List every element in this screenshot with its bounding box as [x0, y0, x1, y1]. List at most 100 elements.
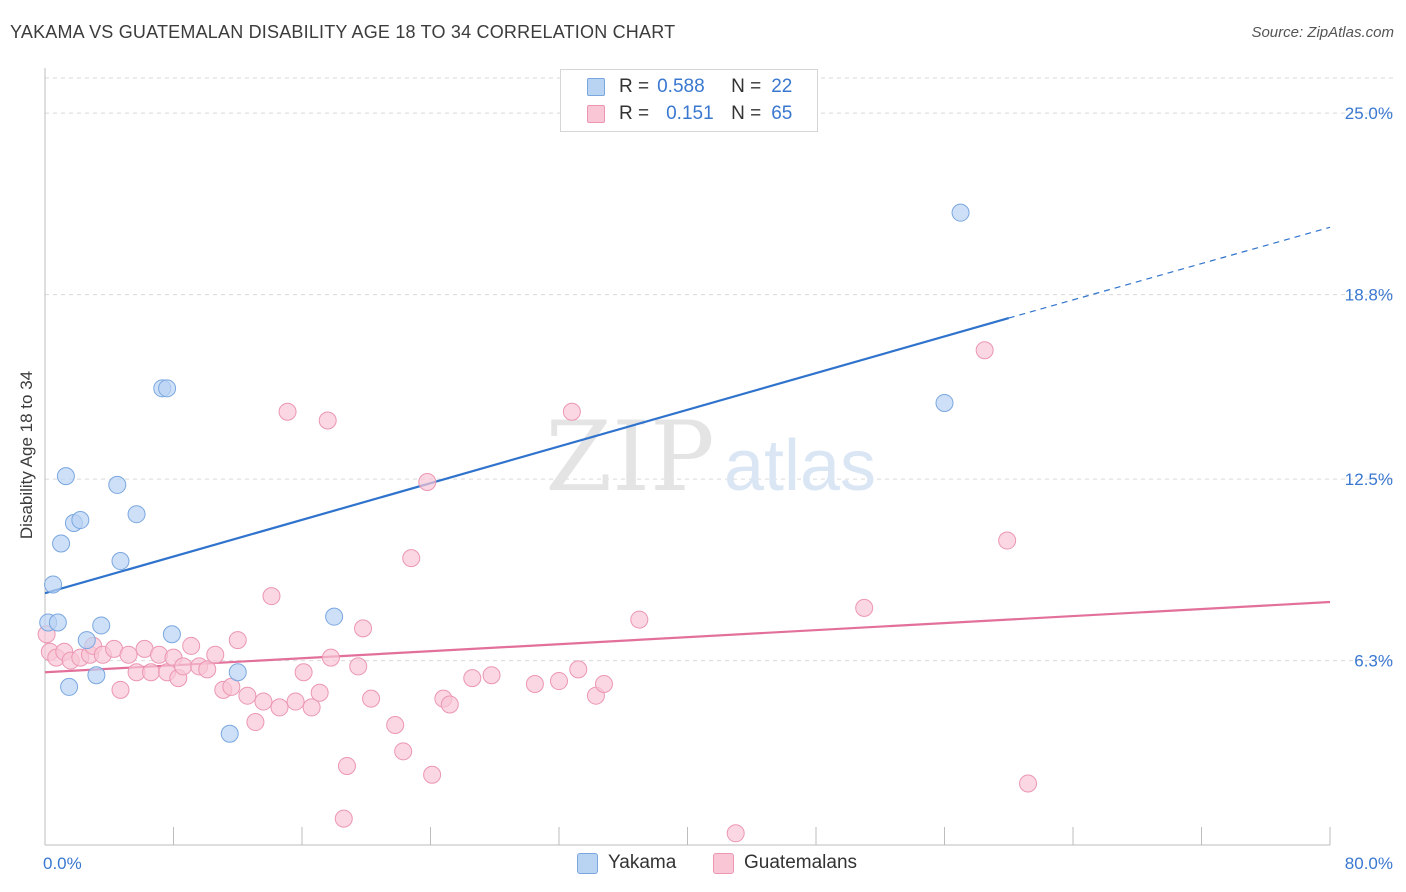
guatemalans-point [1019, 774, 1038, 793]
guatemalans-point [855, 598, 874, 617]
guatemalans-point [440, 695, 459, 714]
guatemalans-point [349, 657, 368, 676]
yakama-point [951, 203, 970, 222]
trend-lines [44, 226, 1331, 674]
legend-row-yakama: R = 0.588 N = 22 [587, 74, 792, 100]
x-tick-label: 0.0% [43, 854, 82, 873]
yakama-point [158, 379, 177, 398]
guatemalans-point [228, 631, 247, 650]
guatemalans-point [402, 549, 421, 568]
legend-guatemalans-label: Guatemalans [744, 852, 858, 873]
guatemalans-point [318, 411, 337, 430]
source-label: Source: ZipAtlas.com [1251, 24, 1394, 41]
yakama-trend-line [44, 316, 1010, 595]
guatemalans-point [270, 698, 289, 717]
yakama-swatch [577, 852, 598, 874]
guatemalans-point [238, 686, 257, 705]
yakama-point [220, 724, 239, 743]
guatemalans-point [362, 689, 381, 708]
bottom-legend-guatemalans: Guatemalans [713, 852, 857, 874]
guatemalans-point [310, 683, 329, 702]
guatemalans-point [394, 742, 413, 761]
watermark-atlas: atlas [724, 426, 876, 506]
chart-title: YAKAMA VS GUATEMALAN DISABILITY AGE 18 T… [10, 22, 676, 42]
legend-r-value: 0.588 [657, 76, 705, 97]
yakama-trend-extension [1008, 226, 1331, 319]
yakama-point [87, 666, 106, 685]
guatemalans-point [550, 672, 568, 691]
yakama-point [228, 663, 247, 682]
legend-n-value: 22 [771, 76, 793, 97]
legend-n-label: N = [731, 103, 762, 124]
guatemalans-point [726, 824, 745, 843]
guatemalans-trend-line [44, 600, 1331, 674]
guatemalans-point [354, 619, 373, 638]
guatemalans-point [337, 756, 356, 775]
stats-legend: R = 0.588 N = 22 R = 0.151 N = 65 [560, 69, 818, 132]
guatemalans-point [562, 402, 581, 421]
guatemalans-point [321, 648, 340, 667]
guatemalans-point [630, 610, 649, 629]
legend-r-label: R = [619, 76, 650, 97]
guatemalans-point [174, 657, 193, 676]
yakama-point [56, 467, 75, 486]
yakama-point [162, 625, 181, 644]
yakama-point [108, 475, 127, 494]
guatemalans-point [198, 660, 217, 679]
legend-row-guatemalans: R = 0.151 N = 65 [587, 101, 792, 127]
yakama-point [48, 613, 67, 632]
guatemalans-point [386, 715, 405, 734]
yakama-point [127, 505, 146, 524]
legend-yakama-label: Yakama [608, 852, 677, 873]
guatemalans-point [111, 680, 130, 699]
guatemalans-point [334, 809, 353, 828]
guatemalans-point [286, 692, 305, 711]
guatemalans-point [294, 663, 313, 682]
tick-labels: 6.3% 12.5% 18.8% 25.0% 0.0% 80.0% [43, 104, 1393, 873]
legend-r-value: 0.151 [666, 103, 714, 124]
yakama-point [60, 677, 79, 696]
y-tick-label: 6.3% [1354, 652, 1393, 671]
yakama-point [52, 534, 71, 553]
guatemalans-point [254, 692, 273, 711]
guatemalans-point [278, 402, 297, 421]
guatemalans-point [206, 645, 225, 664]
guatemalans-point [182, 636, 201, 655]
guatemalans-point [975, 341, 994, 360]
yakama-swatch [587, 78, 605, 96]
legend-n-label: N = [731, 76, 762, 97]
guatemalans-point [302, 698, 321, 717]
guatemalans-point [423, 765, 442, 784]
data-points [37, 203, 1038, 843]
guatemalans-point [463, 669, 482, 688]
guatemalans-point [418, 472, 437, 491]
guatemalans-point [569, 660, 588, 679]
guatemalans-point [246, 713, 265, 732]
yakama-point [92, 616, 111, 635]
yakama-point [77, 631, 96, 650]
yakama-point [71, 511, 90, 530]
y-tick-label: 18.8% [1345, 286, 1393, 305]
bottom-legend-yakama: Yakama [577, 852, 676, 874]
yakama-point [935, 393, 954, 412]
guatemalans-point [119, 645, 138, 664]
legend-r-label: R = [619, 103, 650, 124]
yakama-point [44, 575, 63, 594]
guatemalans-point [142, 663, 161, 682]
yakama-point [111, 552, 130, 571]
y-tick-label: 25.0% [1345, 104, 1393, 123]
legend-n-value: 65 [771, 103, 793, 124]
guatemalans-point [998, 531, 1017, 550]
guatemalans-point [262, 587, 281, 606]
guatemalans-point [482, 666, 501, 685]
grid-lines [45, 77, 1393, 662]
guatemalans-point [594, 674, 613, 693]
guatemalans-swatch [713, 852, 734, 874]
guatemalans-swatch [587, 105, 605, 123]
y-tick-label: 12.5% [1345, 470, 1393, 489]
guatemalans-point [525, 674, 544, 693]
yakama-point [325, 607, 344, 626]
axes [44, 68, 1331, 846]
x-tick-label: 80.0% [1345, 854, 1393, 873]
